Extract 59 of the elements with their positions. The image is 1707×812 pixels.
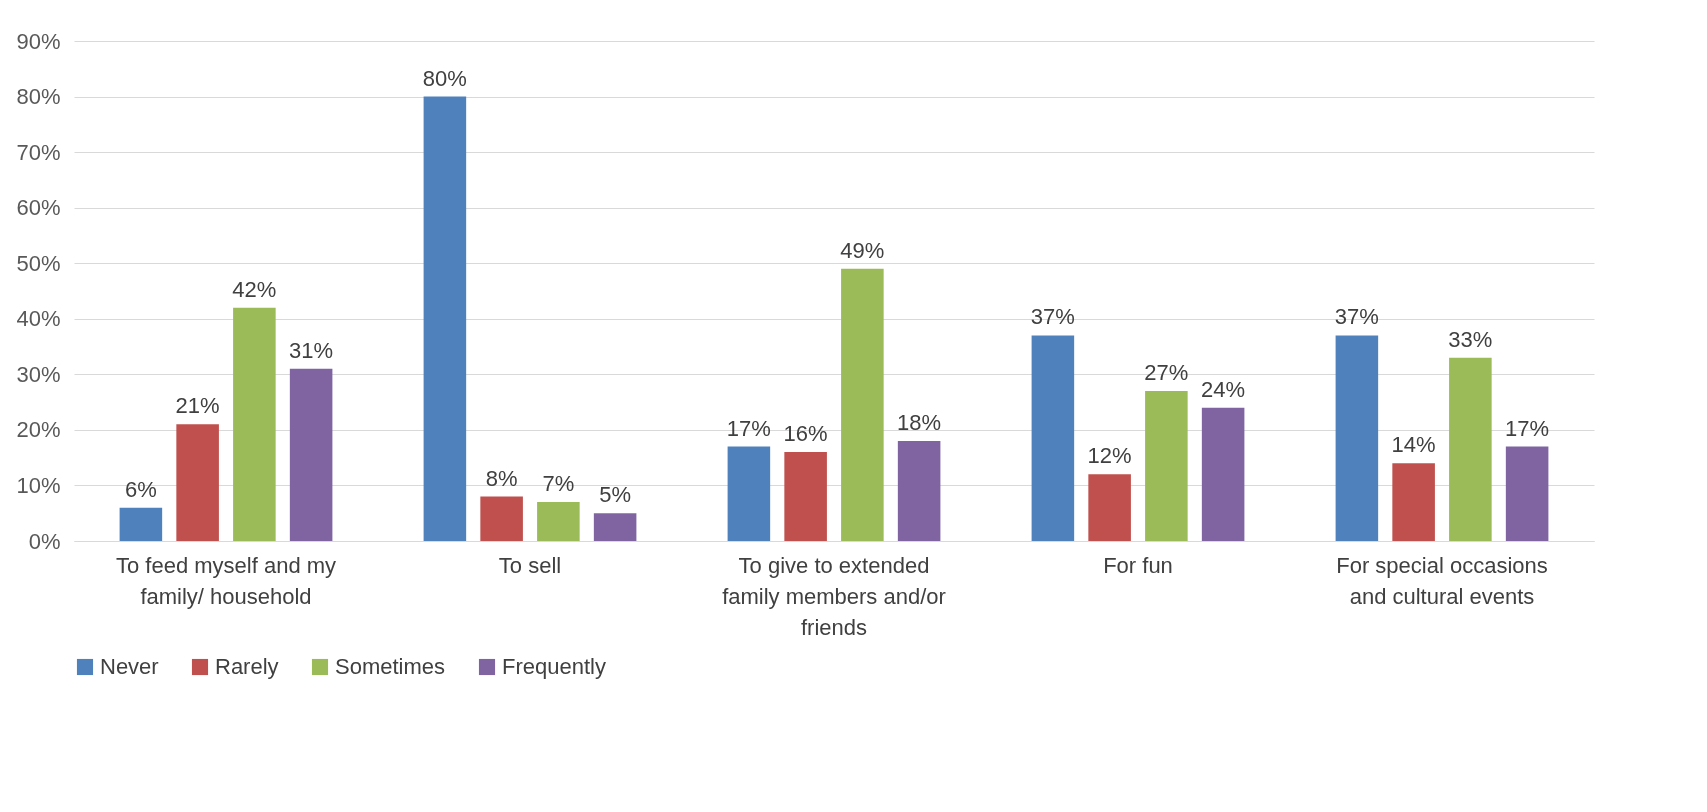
data-label: 14%: [1391, 432, 1436, 458]
data-label: 31%: [289, 337, 334, 363]
y-tick-label: 10%: [16, 472, 61, 498]
data-label: 24%: [1201, 376, 1246, 402]
y-tick-label: 40%: [16, 306, 61, 332]
y-tick-label: 70%: [16, 139, 61, 165]
data-label: 27%: [1144, 360, 1189, 385]
x-tick-label: To give to extended family members and/or friends: [722, 552, 946, 640]
legend-label: Rarely: [215, 654, 279, 679]
data-label: 18%: [897, 410, 942, 435]
data-label: 7%: [542, 471, 575, 497]
x-tick-label: To feed myself and my family/ household: [115, 552, 337, 609]
legend-label: Never: [100, 654, 159, 679]
y-tick-label: 30%: [16, 361, 61, 387]
bar: [727, 446, 771, 541]
bar: [423, 96, 467, 541]
legend-label: Sometimes: [335, 654, 446, 679]
bar: [1335, 335, 1379, 541]
data-label: 42%: [232, 276, 277, 302]
bar: [119, 507, 163, 541]
x-tick-label: For special occasions and cultural events: [1336, 552, 1548, 609]
y-tick-label: 80%: [16, 84, 61, 110]
x-tick-label: To sell: [498, 552, 562, 578]
bar: [841, 268, 884, 541]
bar: [537, 502, 580, 541]
data-label: 33%: [1448, 326, 1493, 352]
bar: [784, 452, 827, 541]
data-label: 37%: [1030, 304, 1075, 330]
data-label: 21%: [175, 393, 220, 419]
bar: [897, 441, 941, 541]
data-label: 37%: [1334, 304, 1379, 330]
bar: [1088, 474, 1131, 541]
data-label: 5%: [599, 482, 632, 508]
y-tick-label: 60%: [16, 195, 61, 221]
y-tick-label: 50%: [16, 250, 61, 276]
bar: [176, 424, 219, 541]
bar: [1449, 357, 1492, 541]
data-label: 16%: [783, 421, 828, 447]
bar: [1505, 446, 1549, 541]
y-tick-label: 0%: [28, 528, 61, 554]
bar: [1201, 407, 1245, 541]
bar: [233, 307, 276, 541]
bar: [480, 496, 523, 541]
x-tick-label: For fun: [1103, 552, 1173, 578]
bar: [593, 513, 637, 541]
data-label: 17%: [726, 415, 771, 441]
data-label: 8%: [485, 465, 518, 491]
data-label: 12%: [1087, 443, 1132, 469]
data-label: 6%: [124, 476, 157, 502]
bar: [1392, 463, 1435, 541]
legend-label: Frequently: [502, 654, 606, 679]
y-tick-label: 20%: [16, 417, 61, 443]
data-label: 80%: [422, 65, 467, 91]
bar: [1031, 335, 1075, 541]
data-label: 49%: [840, 237, 885, 263]
bar: [1145, 391, 1188, 541]
data-label: 17%: [1505, 415, 1550, 441]
y-tick-label: 90%: [16, 28, 61, 54]
bar: [289, 368, 333, 541]
